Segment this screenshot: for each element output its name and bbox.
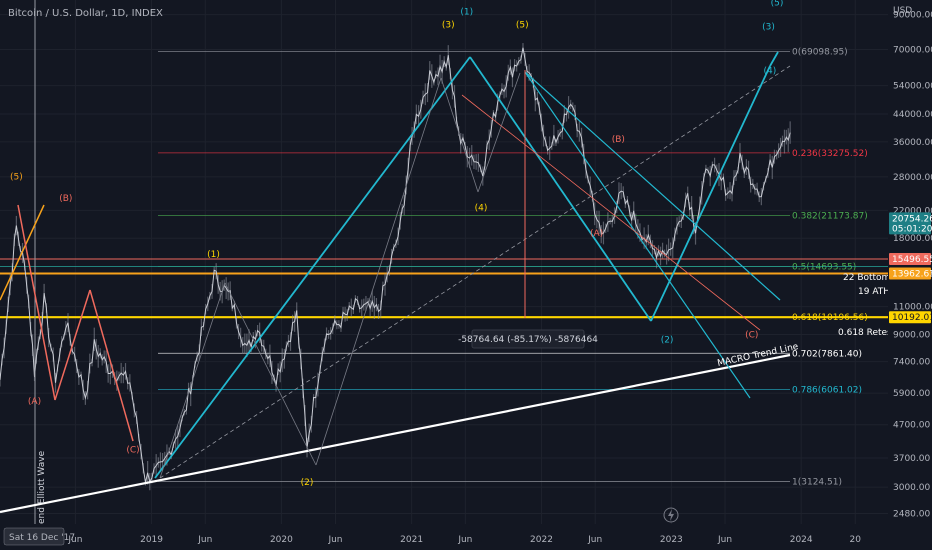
time-tick-label: Jun (67, 535, 82, 545)
price-badge (889, 311, 931, 324)
currency-label: USD (893, 6, 912, 16)
wave-labels: (5) (A) (B) (C) (1) (2) (3) (4) (5) (1) (2) (3) (4) (… (10, 0, 783, 488)
price-tick-label: 9000.00 (893, 330, 930, 340)
wave-label: (2) (301, 478, 314, 488)
price-badge-timer: 05:01:20 (892, 224, 932, 234)
price-tick-label: 54000.00 (893, 82, 932, 92)
gray-wave-leg (224, 282, 317, 466)
fib-label: 0.786(6061.02) (792, 385, 862, 395)
measure-label: -58764.64 (-85.17%) -5876464 (458, 335, 598, 345)
time-tick-label: Jun (717, 535, 732, 545)
wave-label: (2) (661, 335, 674, 345)
time-tick-label: 2024 (790, 535, 813, 545)
time-tick-label: 2020 (270, 535, 293, 545)
fib-label: 0(69098.95) (792, 47, 848, 57)
price-badge-value: 13962.63 (892, 269, 932, 279)
wave-label: (C) (745, 331, 758, 341)
price-tick-label: 22000.00 (893, 206, 932, 216)
price-tick-label: 28000.00 (893, 173, 932, 183)
gray-wave-leg (159, 282, 226, 479)
gray-wave-leg (477, 72, 521, 193)
price-tick-label: 70000.00 (893, 46, 932, 56)
time-tick-label: Jun (197, 535, 212, 545)
dashed-trend-line (159, 65, 791, 479)
wave-label: (B) (59, 194, 72, 204)
wave-label: (3) (762, 22, 775, 32)
wave-label: (A) (28, 397, 41, 407)
price-tick-label: 36000.00 (893, 138, 932, 148)
time-tick-label: 20 (850, 535, 862, 545)
price-line (0, 47, 791, 483)
time-axis: Jun 2019 Jun 2020 Jun 2021 Jun 2022 Jun 2023 Jun 20… (67, 535, 861, 545)
wave-label: (C) (126, 445, 139, 455)
price-tick-label: 7400.00 (893, 358, 930, 368)
wave-label: (1) (207, 250, 220, 260)
cyan-wave-leg (154, 56, 471, 479)
lightning-icon[interactable] (663, 507, 679, 523)
wave-label: (3) (442, 21, 455, 31)
ath19-label: 19 ATH (858, 287, 890, 297)
wave-label: (A) (590, 229, 603, 239)
wave-label: (5) (516, 21, 529, 31)
price-tick-label: 5900.00 (893, 389, 930, 399)
channel-line-mid (461, 94, 761, 331)
fib-label: 0.382(21173.87) (792, 212, 868, 222)
time-tick-label: 2023 (660, 535, 683, 545)
time-tick-label: 2021 (400, 535, 423, 545)
cyan-wave-leg (769, 51, 779, 67)
fib-label: 0.236(33275.52) (792, 149, 868, 159)
price-tick-label: 3700.00 (893, 454, 930, 464)
gray-wave-leg (440, 77, 479, 193)
orange-wave-leg (0, 204, 45, 301)
fib-label: 0.5(14693.55) (792, 262, 856, 272)
time-tick-label: 2019 (140, 535, 163, 545)
retest-label: 0.618 Retest (838, 328, 896, 338)
price-badge-value: 10192.01 (892, 313, 932, 323)
time-tick-label: Jun (327, 535, 342, 545)
wave-label: (B) (612, 135, 625, 145)
time-axis-bg (0, 524, 932, 550)
cyan-wave-leg (650, 65, 771, 322)
price-tick-label: 4700.00 (893, 421, 930, 431)
red-wave-leg (17, 204, 56, 401)
price-badge (889, 267, 931, 280)
fib-retracement: 0(69098.95) 0.236(33275.52) 0.382(21173.87… (0, 47, 888, 487)
wave-label: (5) (771, 0, 784, 9)
price-tick-label: 3000.00 (893, 483, 930, 493)
wave-label: (4) (764, 66, 777, 76)
price-badge (889, 253, 931, 266)
gray-wave-leg (315, 77, 442, 466)
red-wave-leg (89, 289, 134, 442)
cyan-wave-leg (469, 56, 652, 322)
fib-label: 1(3124.51) (792, 477, 842, 487)
price-badge (889, 212, 931, 235)
crosshair-date: Sat 16 Dec '17 (9, 533, 75, 543)
price-tick-label: 18000.00 (893, 234, 932, 244)
price-tick-label: 2480.00 (893, 510, 930, 520)
red-wave-leg (54, 289, 91, 401)
time-tick-label: 2022 (530, 535, 553, 545)
price-tick-label: 90000.00 (893, 11, 932, 21)
chart-title: Bitcoin / U.S. Dollar, 1D, INDEX (8, 8, 163, 19)
fib-label: 0.702(7861.40) (792, 349, 862, 359)
elliott-label: end Elliott Wave (37, 450, 47, 524)
time-tick-label: Jun (587, 535, 602, 545)
channel-line-lower (524, 71, 751, 399)
wave-label: (5) (10, 172, 23, 182)
price-badge-value: 20754.26 (892, 214, 932, 224)
price-badge-value: 15496.55 (892, 255, 932, 265)
price-tick-label: 44000.00 (893, 110, 932, 120)
channel-line-upper (524, 71, 781, 301)
wave-label: (1) (460, 8, 473, 18)
time-tick-label: Jun (457, 535, 472, 545)
macro-trend-line (0, 353, 791, 514)
measure-box (471, 329, 585, 349)
crosshair-date-badge: Sat 16 Dec '17 (3, 527, 75, 546)
bottom22-label: 22 Bottom? (843, 273, 895, 283)
wave-label: (4) (475, 203, 488, 213)
price-tick-label: 11000.00 (893, 303, 932, 313)
